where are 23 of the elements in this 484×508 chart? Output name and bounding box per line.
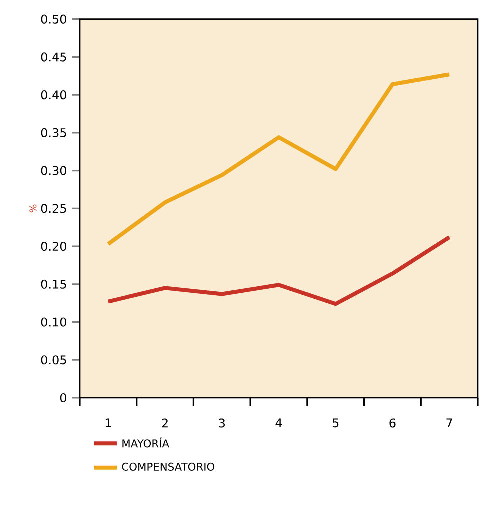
legend-label: MAYORÍA <box>122 438 170 448</box>
y-tick-label: 0.20 <box>41 242 66 252</box>
y-tick-label: 0.10 <box>41 318 66 327</box>
y-tick-label: 0.40 <box>41 90 66 100</box>
x-tick-label: 3 <box>219 418 225 428</box>
legend-label: COMPENSATORIO <box>122 462 215 471</box>
x-tick-label: 1 <box>106 418 112 428</box>
y-tick-label: 0.45 <box>41 52 66 62</box>
y-tick-label: 0.30 <box>41 166 66 176</box>
y-axis-title: % <box>30 204 37 213</box>
x-tick-label: 2 <box>162 418 168 428</box>
y-tick-label: 0.25 <box>41 204 66 214</box>
y-tick-label: 0.05 <box>41 356 66 365</box>
y-tick-label: 0.50 <box>41 14 66 24</box>
line-series <box>106 72 452 246</box>
y-tick-label: 0 <box>60 393 66 403</box>
x-tick-label: 7 <box>446 418 452 428</box>
y-tick-label: 0.35 <box>41 128 66 138</box>
x-tick-label: 4 <box>276 418 282 428</box>
line-series <box>106 235 452 306</box>
x-tick-label: 5 <box>332 418 339 428</box>
y-tick-label: 0.15 <box>41 280 66 289</box>
x-tick-label: 6 <box>390 418 396 428</box>
